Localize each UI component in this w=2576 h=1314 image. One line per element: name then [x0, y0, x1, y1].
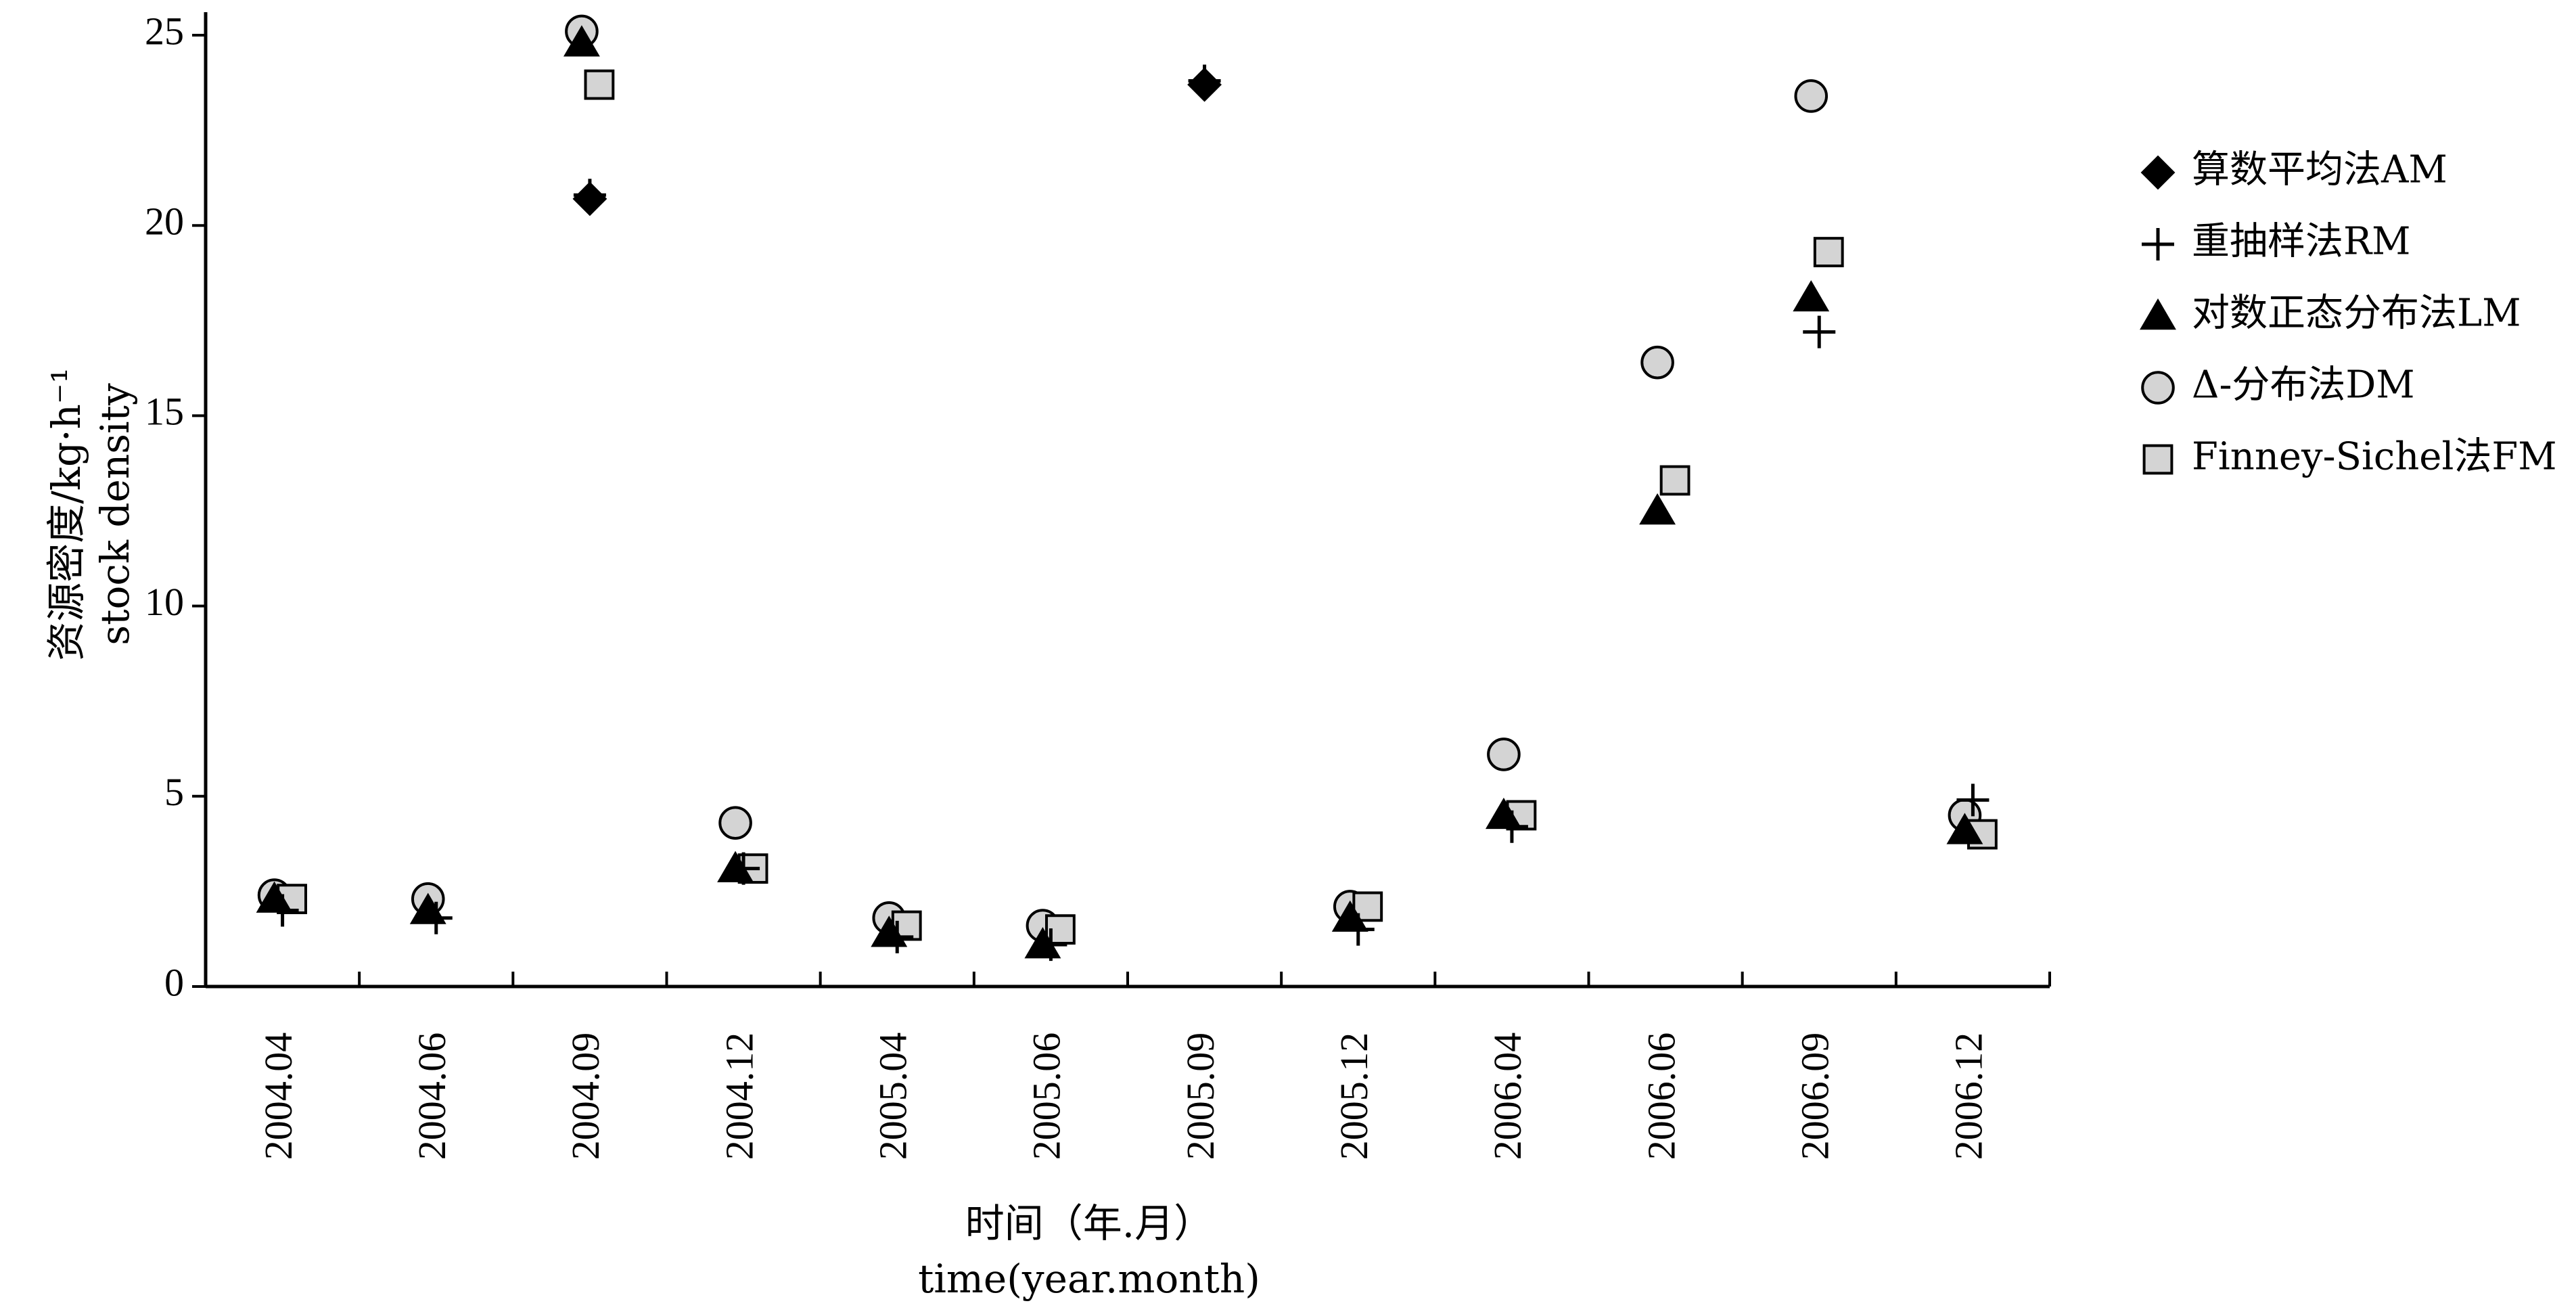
legend-item: 重抽样法RM	[2142, 220, 2411, 264]
legend-label: 对数正态分布法LM	[2192, 292, 2521, 336]
legend-marker-circle	[2141, 371, 2175, 405]
legend-label: 算数平均法AM	[2192, 148, 2447, 192]
x-tick-label: 2006.04	[1486, 1033, 1530, 1160]
point-plus	[1956, 784, 1990, 817]
legend-item: 算数平均法AM	[2140, 148, 2447, 192]
point-circle	[1640, 345, 1674, 380]
point-square	[277, 884, 307, 915]
x-tick-label: 2004.09	[564, 1033, 607, 1160]
x-tick-label: 2005.06	[1025, 1033, 1069, 1160]
legend-marker-triangle	[2140, 298, 2176, 330]
legend-label: 重抽样法RM	[2192, 220, 2411, 264]
point-plus	[1034, 928, 1067, 961]
point-square	[1813, 237, 1844, 267]
series-triangle	[256, 25, 1983, 959]
x-tick-label: 2004.12	[717, 1033, 761, 1160]
x-tick-label: 2005.09	[1178, 1033, 1222, 1160]
legend: 算数平均法AM 重抽样法RM 对数正态分布法LM Δ-分布法DM Finney-Sich…	[2140, 148, 2557, 479]
y-tick-label: 25	[145, 9, 184, 53]
series-plus	[266, 64, 1990, 961]
point-plus	[573, 179, 606, 212]
x-axis-label-en: time(year.month)	[918, 1256, 1260, 1302]
legend-marker-plus	[2142, 228, 2174, 260]
y-tick-label: 5	[164, 770, 184, 814]
legend-label: Δ-分布法DM	[2192, 363, 2415, 407]
series-square	[277, 69, 1998, 945]
legend-label: Finney-Sichel法FM	[2192, 435, 2557, 479]
legend-item: 对数正态分布法LM	[2140, 292, 2521, 336]
series-diamond	[572, 67, 1222, 217]
point-triangle	[1639, 493, 1676, 525]
point-plus	[1341, 913, 1375, 946]
point-triangle	[1946, 813, 1983, 844]
data-points	[256, 14, 1998, 961]
point-triangle	[563, 25, 600, 57]
y-tick-label: 10	[145, 580, 184, 624]
point-plus	[266, 894, 299, 927]
y-ticks: 0 5 10 15 20 25	[145, 9, 206, 1004]
y-tick-label: 20	[145, 200, 184, 244]
x-tick-label: 2005.04	[871, 1033, 915, 1160]
point-triangle	[1793, 280, 1830, 312]
legend-marker-diamond	[2140, 155, 2176, 190]
point-square	[584, 69, 615, 100]
point-circle	[1487, 738, 1521, 771]
point-plus	[727, 852, 760, 885]
point-square	[1659, 465, 1690, 496]
x-tick-label: 2006.12	[1947, 1033, 1991, 1160]
point-plus	[1803, 315, 1836, 348]
x-tick-label: 2006.09	[1793, 1033, 1837, 1160]
y-axis-title: 资源密度/kg·h⁻¹ stock density	[43, 367, 138, 660]
x-tick-label: 2004.06	[410, 1033, 454, 1160]
point-plus	[881, 920, 914, 953]
legend-marker-square	[2142, 444, 2174, 475]
legend-item: Δ-分布法DM	[2141, 363, 2415, 407]
point-plus	[1495, 810, 1528, 843]
y-tick-label: 15	[145, 390, 184, 434]
y-axis-label: 资源密度/kg·h⁻¹	[43, 367, 89, 660]
point-circle	[1794, 79, 1828, 113]
x-tick-label: 2005.12	[1332, 1033, 1376, 1160]
x-axis-label: 时间（年.月）	[965, 1200, 1213, 1246]
point-plus	[1188, 64, 1221, 97]
x-tick-label: 2004.04	[256, 1033, 300, 1160]
x-axis-title: 时间（年.月） time(year.month)	[918, 1200, 1260, 1302]
legend-item: Finney-Sichel法FM	[2142, 435, 2557, 479]
x-ticks: 2004.04 2004.06 2004.09 2004.12 2005.04 2005.…	[256, 972, 2051, 1160]
y-tick-label: 0	[164, 960, 184, 1004]
point-plus	[419, 901, 453, 934]
x-tick-label: 2006.06	[1639, 1033, 1683, 1160]
y-axis-label-en: stock density	[92, 383, 138, 645]
series-circle	[257, 14, 1982, 943]
point-circle	[718, 806, 752, 840]
